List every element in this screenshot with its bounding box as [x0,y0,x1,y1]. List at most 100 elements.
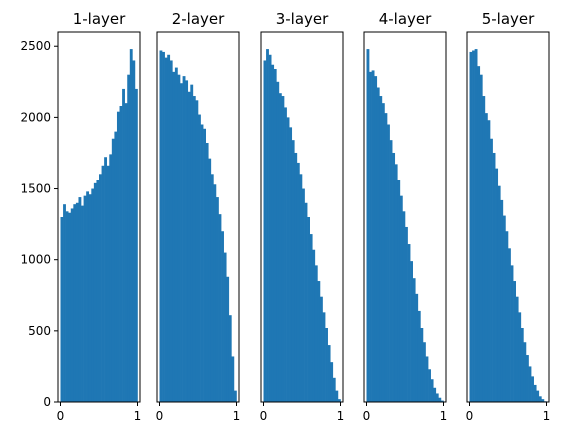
histogram-bar [500,199,504,402]
histogram-bar [177,74,181,402]
histogram-bar [495,168,499,402]
histogram-bar [231,356,235,402]
x-tick-label: 1 [233,409,241,423]
histogram-bar [60,217,64,402]
histogram-bar [88,194,92,402]
histogram-bar [198,114,201,402]
subplot-1: 1-layer 0 1 0 500 1000 1500 2000 2500 [20,10,141,423]
histogram-bar [520,328,524,402]
subplot-title: 3-layer [276,10,329,28]
histogram-bar [78,197,82,402]
histogram-bar [75,202,79,402]
histogram-bar [538,396,542,402]
subplot-5: 5-layer 0 1 [466,10,551,423]
histogram-bar [221,231,224,402]
histogram-bar [474,49,478,402]
x-tick-label: 0 [363,409,371,423]
histogram-bar [376,87,380,402]
histogram-bar [116,111,120,402]
histogram-bar [83,195,87,402]
histogram-bar [536,390,540,402]
histogram-bar [337,399,341,402]
histogram-bar [228,315,232,402]
histogram-bar [330,362,334,402]
histogram-bar [203,128,206,402]
histogram-bar [482,96,486,402]
histogram-bar [387,124,390,402]
histogram-bar [210,174,214,402]
histogram-bar [497,185,501,402]
histogram-bar [223,252,227,402]
histogram-bar [195,100,199,402]
histogram-bar [213,184,217,402]
histogram-bar [528,366,532,402]
histogram-bar [205,143,209,402]
histogram-bar [472,50,475,402]
x-tick-label: 0 [466,409,474,423]
histogram-bar [91,188,95,402]
histogram-bar [490,138,493,403]
histogram-bar [200,124,204,402]
y-tick-label: 500 [28,324,51,338]
histogram-bar [332,377,336,402]
subplot-3: 3-layer 0 1 [260,10,345,423]
histogram-bar [510,265,514,402]
histogram-bar [515,296,519,402]
histogram-bar [438,397,442,402]
histogram-bar [381,103,385,403]
histogram-bar [187,91,191,403]
histogram-bar [289,127,293,402]
histogram-bar [319,296,323,402]
histogram-bar [508,248,511,402]
histogram-bar [70,208,74,402]
histogram-bar [369,71,372,402]
histogram-bar [65,211,69,402]
histogram-bar [86,191,90,402]
histogram-bar [159,50,163,402]
axes-frame [466,31,550,403]
histogram-bar [268,54,272,403]
histogram-bar [415,293,419,402]
histogram-bar [389,140,393,402]
histogram-bar [174,67,178,402]
histogram-bar [325,328,328,402]
subplot-title: 5-layer [482,10,535,28]
histogram-bar [296,162,300,402]
histogram-bar [81,205,84,402]
histogram-bar [422,342,426,402]
histogram-bar [541,399,545,402]
histogram-bar [477,66,481,403]
histogram-bar [182,76,186,403]
histogram-bar [192,96,196,402]
histogram-bar [505,231,509,402]
histogram-bar [96,180,100,402]
histogram-bar [299,174,303,402]
histogram-bar [430,379,434,402]
x-tick-label: 0 [260,409,268,423]
subplot-title: 1-layer [73,10,126,28]
histogram-bar [132,60,136,403]
histogram-bar [487,120,491,402]
histogram-bar [73,204,77,402]
histogram-bar [291,140,295,402]
histogram-bar [374,76,378,403]
histogram-bar [226,276,230,402]
histogram-bar [417,310,421,402]
histogram-bar [233,390,237,402]
histogram-bar [492,152,496,402]
y-tick-label: 2000 [20,110,51,124]
histogram-bar [399,195,403,402]
histogram-bar [309,234,313,402]
x-tick-label: 0 [156,409,164,423]
histogram-bar [164,57,168,403]
histogram-bar [379,96,383,402]
histogram-bar [302,188,305,402]
histogram-bar [533,384,537,402]
histogram-bar [407,244,411,402]
histogram-bar [106,165,110,402]
histogram-bar [162,51,165,403]
histogram-bar [208,158,212,402]
histogram-bar [428,369,431,402]
